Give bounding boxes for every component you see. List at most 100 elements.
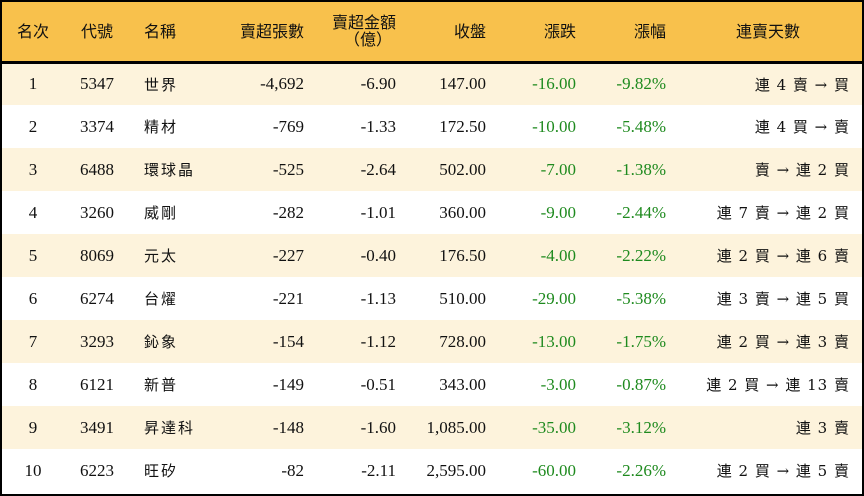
code-cell: 8069: [80, 245, 114, 265]
close-cell: 147.00: [439, 74, 486, 94]
header-net-sell-amount-line1: 賣超金額: [331, 13, 396, 33]
amount-cell: -0.40: [360, 245, 396, 265]
table-body: 1 5347 世界 -4,692 -6.90 147.00 -16.00 -9.…: [2, 62, 862, 492]
rank-cell: 1: [28, 74, 38, 94]
table-row: 1 5347 世界 -4,692 -6.90 147.00 -16.00 -9.…: [2, 62, 862, 105]
change-cell: -7.00: [540, 159, 576, 179]
name-cell: 台燿: [144, 290, 179, 308]
code-cell: 6488: [80, 159, 114, 179]
close-cell: 360.00: [439, 202, 486, 222]
rank-cell: 10: [24, 460, 42, 480]
header-code: 代號: [64, 2, 130, 64]
code-cell: 6274: [80, 288, 114, 308]
change-cell: -29.00: [532, 288, 576, 308]
change-cell: -10.00: [532, 116, 576, 136]
code-cell: 3260: [80, 202, 114, 222]
header-name: 名稱: [130, 2, 216, 64]
change-pct-cell: -1.75%: [616, 331, 666, 351]
code-cell: 5347: [80, 74, 114, 94]
amount-cell: -1.13: [360, 288, 396, 308]
change-cell: -16.00: [532, 74, 576, 94]
streak-cell: 賣 → 連 2 買: [754, 161, 850, 179]
change-pct-cell: -9.82%: [616, 74, 666, 94]
change-cell: -4.00: [540, 245, 576, 265]
code-cell: 3374: [80, 116, 114, 136]
amount-cell: -0.51: [360, 374, 396, 394]
name-cell: 精材: [144, 118, 179, 136]
change-pct-cell: -5.48%: [616, 116, 666, 136]
amount-cell: -6.90: [360, 74, 396, 94]
rank-cell: 7: [28, 331, 38, 351]
name-cell: 世界: [144, 75, 179, 94]
lots-cell: -525: [272, 159, 304, 179]
header-change-pct: 漲幅: [584, 2, 674, 64]
lots-cell: -4,692: [260, 74, 304, 94]
table-row: 7 3293 鈊象 -154 -1.12 728.00 -13.00 -1.75…: [2, 320, 862, 363]
table-row: 6 6274 台燿 -221 -1.13 510.00 -29.00 -5.38…: [2, 277, 862, 320]
table-row: 3 6488 環球晶 -525 -2.64 502.00 -7.00 -1.38…: [2, 148, 862, 191]
table-row: 2 3374 精材 -769 -1.33 172.50 -10.00 -5.48…: [2, 105, 862, 148]
header-net-sell-amount: 賣超金額 （億）: [304, 2, 404, 64]
streak-cell: 連 4 賣 → 買: [754, 75, 850, 94]
close-cell: 172.50: [439, 116, 486, 136]
lots-cell: -769: [272, 116, 304, 136]
lots-cell: -227: [272, 245, 304, 265]
lots-cell: -82: [281, 460, 304, 480]
rank-cell: 2: [28, 116, 38, 136]
close-cell: 343.00: [439, 374, 486, 394]
table-row: 10 6223 旺矽 -82 -2.11 2,595.00 -60.00 -2.…: [2, 449, 862, 492]
change-pct-cell: -2.26%: [616, 460, 666, 480]
change-cell: -9.00: [540, 202, 576, 222]
lots-cell: -148: [272, 417, 304, 437]
table-header: 名次 代號 名稱 賣超張數 賣超金額 （億） 收盤 漲跌 漲幅 連賣天數: [2, 2, 862, 64]
change-cell: -3.00: [540, 374, 576, 394]
rank-cell: 5: [28, 245, 38, 265]
rank-cell: 3: [28, 159, 38, 179]
change-cell: -60.00: [532, 460, 576, 480]
code-cell: 6223: [80, 460, 114, 480]
name-cell: 鈊象: [144, 333, 179, 351]
change-cell: -35.00: [532, 417, 576, 437]
header-net-sell-lots: 賣超張數: [216, 2, 304, 64]
streak-cell: 連 2 買 → 連 13 賣: [706, 376, 850, 394]
code-cell: 3491: [80, 417, 114, 437]
table-row: 9 3491 昇達科 -148 -1.60 1,085.00 -35.00 -3…: [2, 406, 862, 449]
close-cell: 728.00: [439, 331, 486, 351]
table-row: 4 3260 威剛 -282 -1.01 360.00 -9.00 -2.44%…: [2, 191, 862, 234]
name-cell: 昇達科: [144, 419, 196, 437]
header-net-sell-amount-line2: （億）: [343, 30, 392, 50]
lots-cell: -154: [272, 331, 304, 351]
streak-cell: 連 4 買 → 賣: [754, 118, 850, 136]
name-cell: 威剛: [144, 204, 179, 222]
close-cell: 1,085.00: [426, 417, 487, 437]
rank-cell: 8: [28, 374, 38, 394]
change-pct-cell: -2.44%: [616, 202, 666, 222]
lots-cell: -282: [272, 202, 304, 222]
header-close: 收盤: [404, 2, 494, 64]
close-cell: 176.50: [439, 245, 486, 265]
change-pct-cell: -3.12%: [616, 417, 666, 437]
code-cell: 6121: [80, 374, 114, 394]
streak-cell: 連 3 賣: [795, 419, 850, 437]
amount-cell: -1.60: [360, 417, 396, 437]
amount-cell: -1.33: [360, 116, 396, 136]
table-row: 5 8069 元太 -227 -0.40 176.50 -4.00 -2.22%…: [2, 234, 862, 277]
close-cell: 2,595.00: [426, 460, 487, 480]
change-pct-cell: -1.38%: [616, 159, 666, 179]
close-cell: 502.00: [439, 159, 486, 179]
amount-cell: -2.64: [360, 159, 396, 179]
amount-cell: -1.12: [360, 331, 396, 351]
close-cell: 510.00: [439, 288, 486, 308]
streak-cell: 連 7 賣 → 連 2 買: [716, 204, 850, 222]
change-pct-cell: -2.22%: [616, 245, 666, 265]
name-cell: 旺矽: [144, 462, 179, 480]
change-pct-cell: -5.38%: [616, 288, 666, 308]
table-row: 8 6121 新普 -149 -0.51 343.00 -3.00 -0.87%…: [2, 363, 862, 406]
header-rank: 名次: [2, 2, 64, 64]
header-streak: 連賣天數: [674, 2, 862, 64]
name-cell: 環球晶: [144, 161, 196, 179]
rank-cell: 4: [28, 202, 38, 222]
streak-cell: 連 3 賣 → 連 5 買: [716, 290, 850, 308]
